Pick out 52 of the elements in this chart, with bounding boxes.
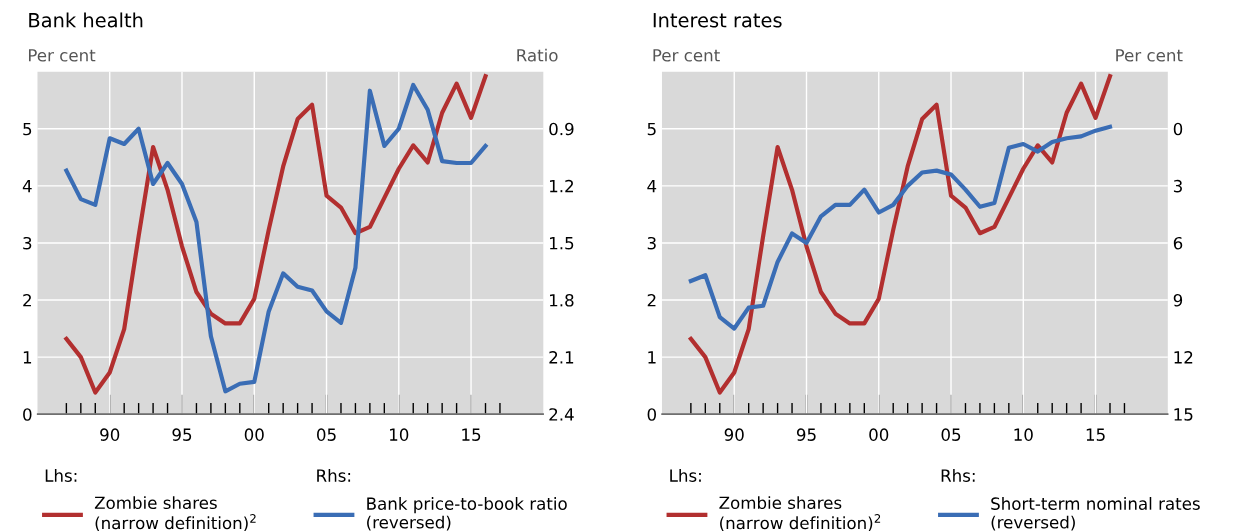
y-tick-label: 3 xyxy=(23,236,32,250)
x-tick-label: 15 xyxy=(1086,428,1105,441)
text: Lhs: xyxy=(670,468,701,482)
text: Rhs: xyxy=(941,468,975,482)
y2-axis-title: Per cent xyxy=(1116,49,1183,62)
chart-title: Bank health xyxy=(29,12,143,28)
y2-tick-label: 2.1 xyxy=(549,351,574,364)
y-tick-label: 2 xyxy=(23,293,31,307)
y-tick-label: 1 xyxy=(23,351,32,364)
x-tick-label: 95 xyxy=(172,428,192,441)
y-tick-label: 4 xyxy=(647,180,657,193)
x-tick-label: 05 xyxy=(941,428,961,441)
x-tick-label: 00 xyxy=(244,428,264,441)
y-axis-title: Per cent xyxy=(653,49,720,62)
y-tick-label: 0 xyxy=(647,408,656,421)
y2-tick-label: 2.4 xyxy=(549,408,574,421)
line-series xyxy=(688,74,1113,395)
y2-tick-label: 15 xyxy=(1174,408,1193,421)
legend-label: Short-term nominal rates (reversed) xyxy=(991,497,1200,531)
y-tick-label: 1 xyxy=(648,351,656,364)
y-axis-title: Per cent xyxy=(28,49,96,62)
y2-tick-label: 0 xyxy=(1173,122,1183,136)
x-tick-label: 95 xyxy=(796,428,816,441)
x-tick-label: 15 xyxy=(462,428,481,441)
y2-tick-label: 1.2 xyxy=(550,179,574,193)
y2-tick-label: 1.5 xyxy=(550,237,574,250)
y-tick-label: 4 xyxy=(22,180,32,193)
legend-label: Bank price-to-book ratio (reversed) xyxy=(367,497,567,531)
line-series xyxy=(688,124,1113,331)
x-tick-label: 90 xyxy=(100,428,120,441)
y2-tick-label: 3 xyxy=(1173,179,1182,193)
y-tick-label: 5 xyxy=(23,122,32,136)
y2-tick-label: 9 xyxy=(1173,293,1183,307)
y-tick-label: 3 xyxy=(647,236,656,250)
chart-title: Interest rates xyxy=(653,13,782,28)
legend-label: Zombie shares (narrow definition)$^{2}$ xyxy=(94,496,256,531)
x-tick-label: 10 xyxy=(390,428,409,441)
y2-tick-label: 12 xyxy=(1174,351,1193,364)
x-tick-label: 00 xyxy=(869,428,889,441)
y2-tick-label: 0.9 xyxy=(549,122,574,136)
x-tick-label: 10 xyxy=(1014,428,1033,441)
text: Lhs: xyxy=(45,468,77,482)
y2-tick-label: 1.8 xyxy=(550,293,574,307)
x-tick-label: 05 xyxy=(317,428,336,441)
x-tick-label: 90 xyxy=(724,428,744,441)
y2-tick-label: 6 xyxy=(1173,236,1183,250)
y2-axis-title: Ratio xyxy=(517,48,558,62)
y-tick-label: 0 xyxy=(23,408,32,421)
y-tick-label: 2 xyxy=(647,293,656,307)
y-tick-label: 5 xyxy=(647,122,656,136)
legend-label: Zombie shares (narrow definition)$^{2}$ xyxy=(719,496,881,531)
text: Rhs: xyxy=(317,468,351,482)
